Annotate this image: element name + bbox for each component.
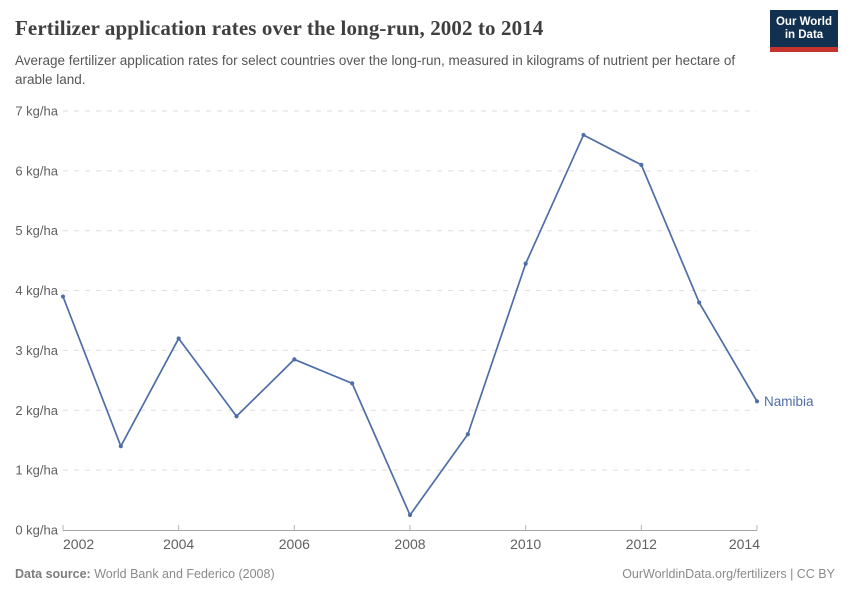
y-axis-tick-label: 7 kg/ha — [15, 104, 58, 119]
chart-footer: Data source: World Bank and Federico (20… — [15, 567, 835, 581]
data-point-2010[interactable] — [523, 261, 528, 266]
x-axis-tick-label: 2008 — [394, 536, 425, 552]
data-point-2004[interactable] — [176, 336, 181, 341]
data-source: Data source: World Bank and Federico (20… — [15, 567, 275, 581]
y-axis-tick-label: 0 kg/ha — [15, 523, 58, 538]
y-axis-tick-label: 6 kg/ha — [15, 163, 58, 178]
data-point-2008[interactable] — [407, 512, 413, 518]
x-axis-tick-label: 2002 — [63, 536, 94, 552]
data-point-2006[interactable] — [292, 357, 297, 362]
x-axis-tick-label: 2006 — [279, 536, 310, 552]
data-point-2013[interactable] — [697, 300, 702, 305]
data-point-2002[interactable] — [60, 294, 66, 299]
y-axis-tick-label: 4 kg/ha — [15, 283, 58, 298]
series-label-namibia[interactable]: Namibia — [764, 394, 814, 409]
data-point-2009[interactable] — [465, 432, 470, 437]
y-axis-tick-label: 5 kg/ha — [15, 223, 58, 238]
owid-logo-line2: in Data — [784, 28, 824, 41]
series-line-namibia[interactable] — [62, 134, 758, 516]
x-axis-tick-label: 2004 — [163, 536, 194, 552]
chart-title: Fertilizer application rates over the lo… — [15, 16, 544, 40]
x-axis-tick-label: 2010 — [510, 536, 541, 552]
owid-url-link[interactable]: OurWorldinData.org/fertilizers | CC BY — [622, 567, 835, 581]
y-axis-tick-label: 1 kg/ha — [15, 463, 58, 478]
data-source-text: World Bank and Federico (2008) — [90, 567, 275, 581]
x-axis-tick-label: 2012 — [626, 536, 657, 552]
y-axis-tick-label: 2 kg/ha — [15, 403, 58, 418]
owid-logo[interactable]: Our World in Data — [770, 10, 838, 52]
data-point-2014[interactable] — [754, 399, 760, 404]
chart-subtitle: Average fertilizer application rates for… — [15, 53, 736, 87]
owid-logo-line1: Our World — [775, 15, 832, 28]
data-point-2012[interactable] — [639, 162, 644, 167]
x-axis-tick-label: 2014 — [729, 536, 760, 552]
data-point-2007[interactable] — [350, 381, 355, 386]
data-point-2005[interactable] — [234, 414, 239, 419]
y-axis-tick-label: 3 kg/ha — [15, 343, 58, 358]
data-point-2003[interactable] — [118, 444, 123, 449]
data-point-2011[interactable] — [581, 132, 586, 138]
data-source-label: Data source: — [15, 567, 91, 581]
